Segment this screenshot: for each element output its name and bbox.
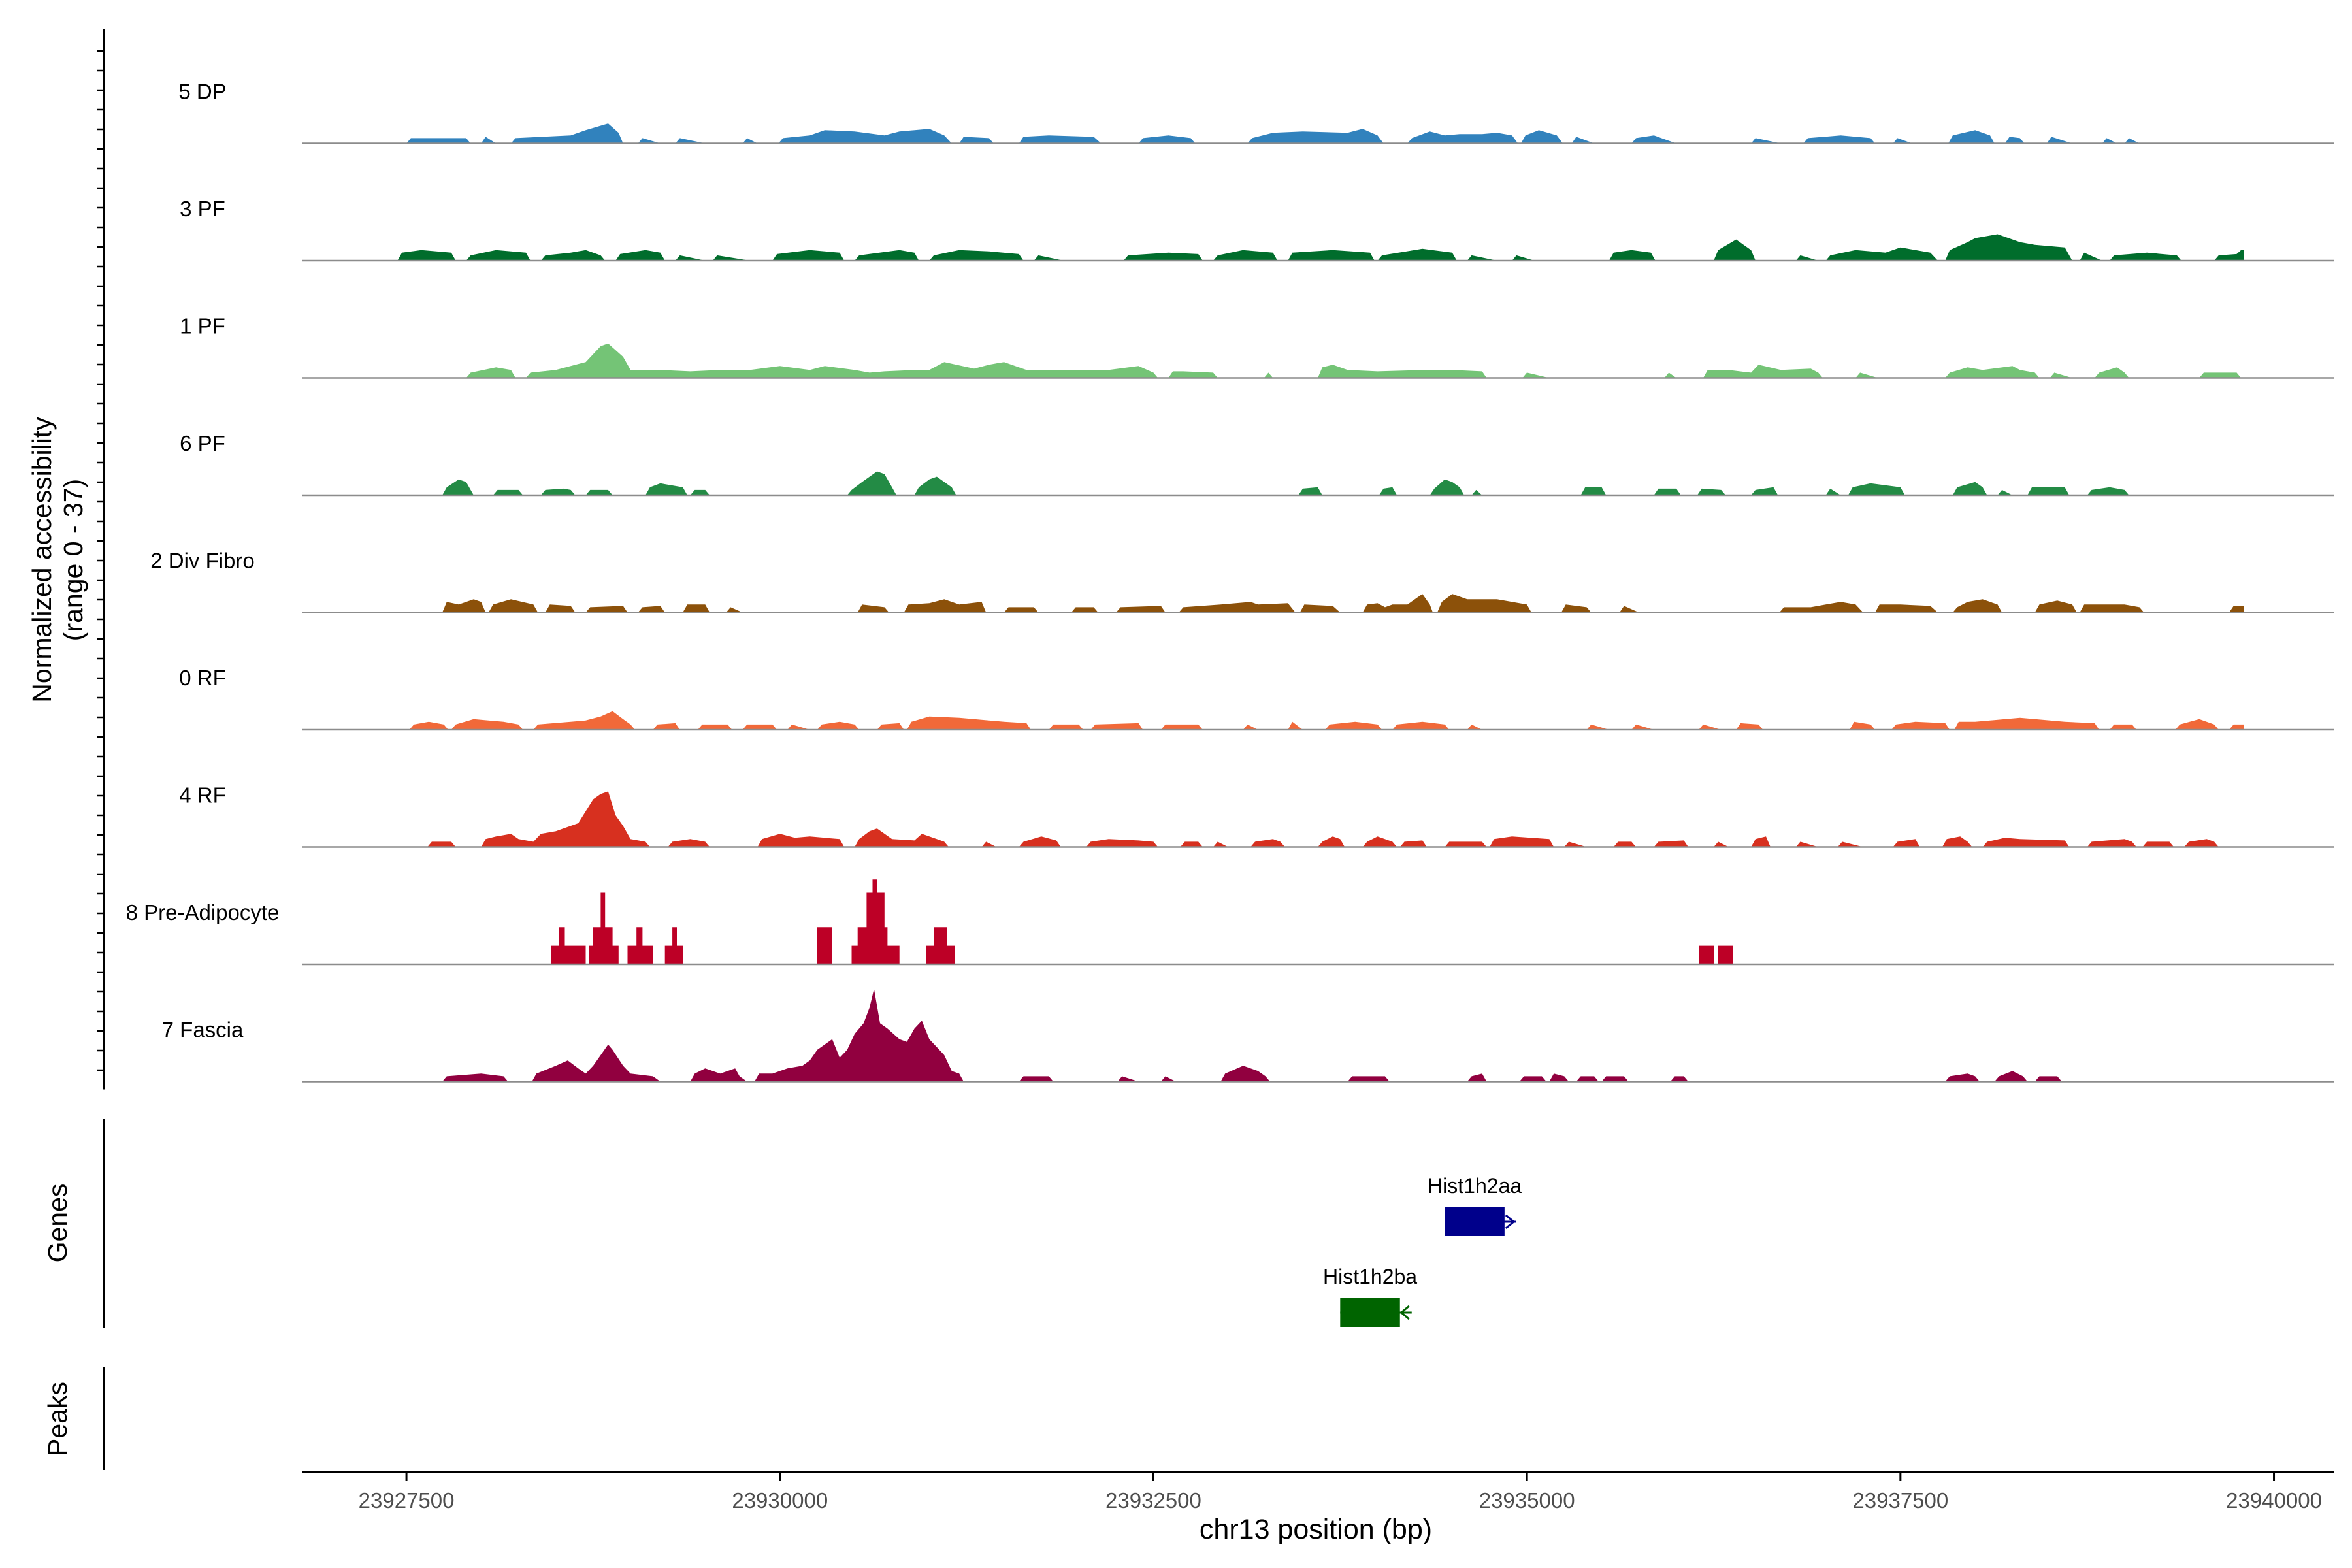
coverage-y-axis [97, 29, 105, 1090]
coverage-area [302, 594, 2244, 613]
coverage-area [406, 123, 2140, 144]
y-axis-label-range: (range 0 - 37) [58, 479, 88, 641]
gene-label: Hist1h2aa [1428, 1174, 1522, 1198]
coverage-area [302, 711, 2244, 730]
track-label: 3 PF [180, 197, 225, 221]
coverage-area [302, 791, 2219, 847]
gene-hist1h2ba: Hist1h2ba [1323, 1265, 1417, 1327]
track-0-rf: 0 RF [179, 666, 2334, 731]
coverage-area [302, 234, 2244, 261]
x-tick-label: 23937500 [1852, 1488, 1948, 1512]
x-axis-label: chr13 position (bp) [1200, 1514, 1432, 1545]
coverage-area [302, 879, 2334, 964]
coverage-tracks: 5 DP 3 PF 1 PF 6 PF 2 Div Fibro 0 RF 4 RF 8 Pre… [126, 80, 2334, 1083]
gene-hist1h2aa: Hist1h2aa [1428, 1174, 1522, 1236]
track-label: 8 Pre-Adipocyte [126, 900, 280, 924]
track-4-rf: 4 RF [179, 783, 2334, 848]
track-2-div-fibro: 2 Div Fibro [150, 549, 2334, 613]
x-tick-label: 23927500 [359, 1488, 455, 1512]
track-3-pf: 3 PF [180, 197, 2334, 262]
x-tick-label: 23940000 [2226, 1488, 2322, 1512]
coverage-area [302, 343, 2242, 378]
x-tick-label: 23930000 [732, 1488, 828, 1512]
coverage-area [302, 988, 2062, 1082]
track-label: 1 PF [180, 314, 225, 338]
coverage-area [302, 471, 2129, 495]
gene-strand-arrow [1399, 1305, 1410, 1320]
track-5-dp: 5 DP [178, 80, 2334, 144]
y-axis-label: Normalized accessibility [27, 417, 57, 703]
gene-label: Hist1h2ba [1323, 1265, 1417, 1288]
genes-track-label: Genes [42, 1184, 73, 1263]
track-label: 7 Fascia [162, 1018, 244, 1042]
peaks-track-label: Peaks [42, 1382, 73, 1456]
gene-annotations: Hist1h2aa Hist1h2ba [1323, 1174, 1522, 1327]
track-label: 6 PF [180, 431, 225, 455]
track-7-fascia: 7 Fascia [162, 988, 2334, 1083]
gene-strand-arrow [1505, 1214, 1516, 1230]
track-label: 5 DP [178, 80, 226, 104]
x-axis: 23927500 23930000 23932500 23935000 23937500… [302, 1471, 2334, 1512]
track-label: 0 RF [179, 666, 226, 690]
track-label: 2 Div Fibro [150, 549, 255, 573]
track-8-pre-adipocyte: 8 Pre-Adipocyte [126, 879, 2334, 966]
x-tick-label: 23932500 [1105, 1488, 1201, 1512]
x-tick-label: 23935000 [1479, 1488, 1575, 1512]
track-1-pf: 1 PF [180, 314, 2334, 379]
track-6-pf: 6 PF [180, 431, 2334, 497]
track-label: 4 RF [179, 783, 226, 808]
